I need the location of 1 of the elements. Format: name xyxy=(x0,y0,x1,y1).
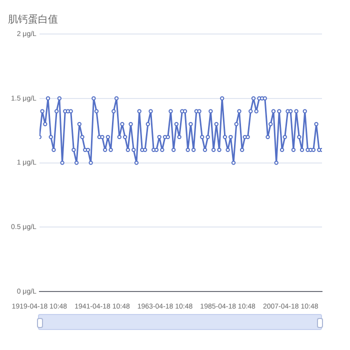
chart-title: 肌钙蛋白值 xyxy=(8,14,58,26)
